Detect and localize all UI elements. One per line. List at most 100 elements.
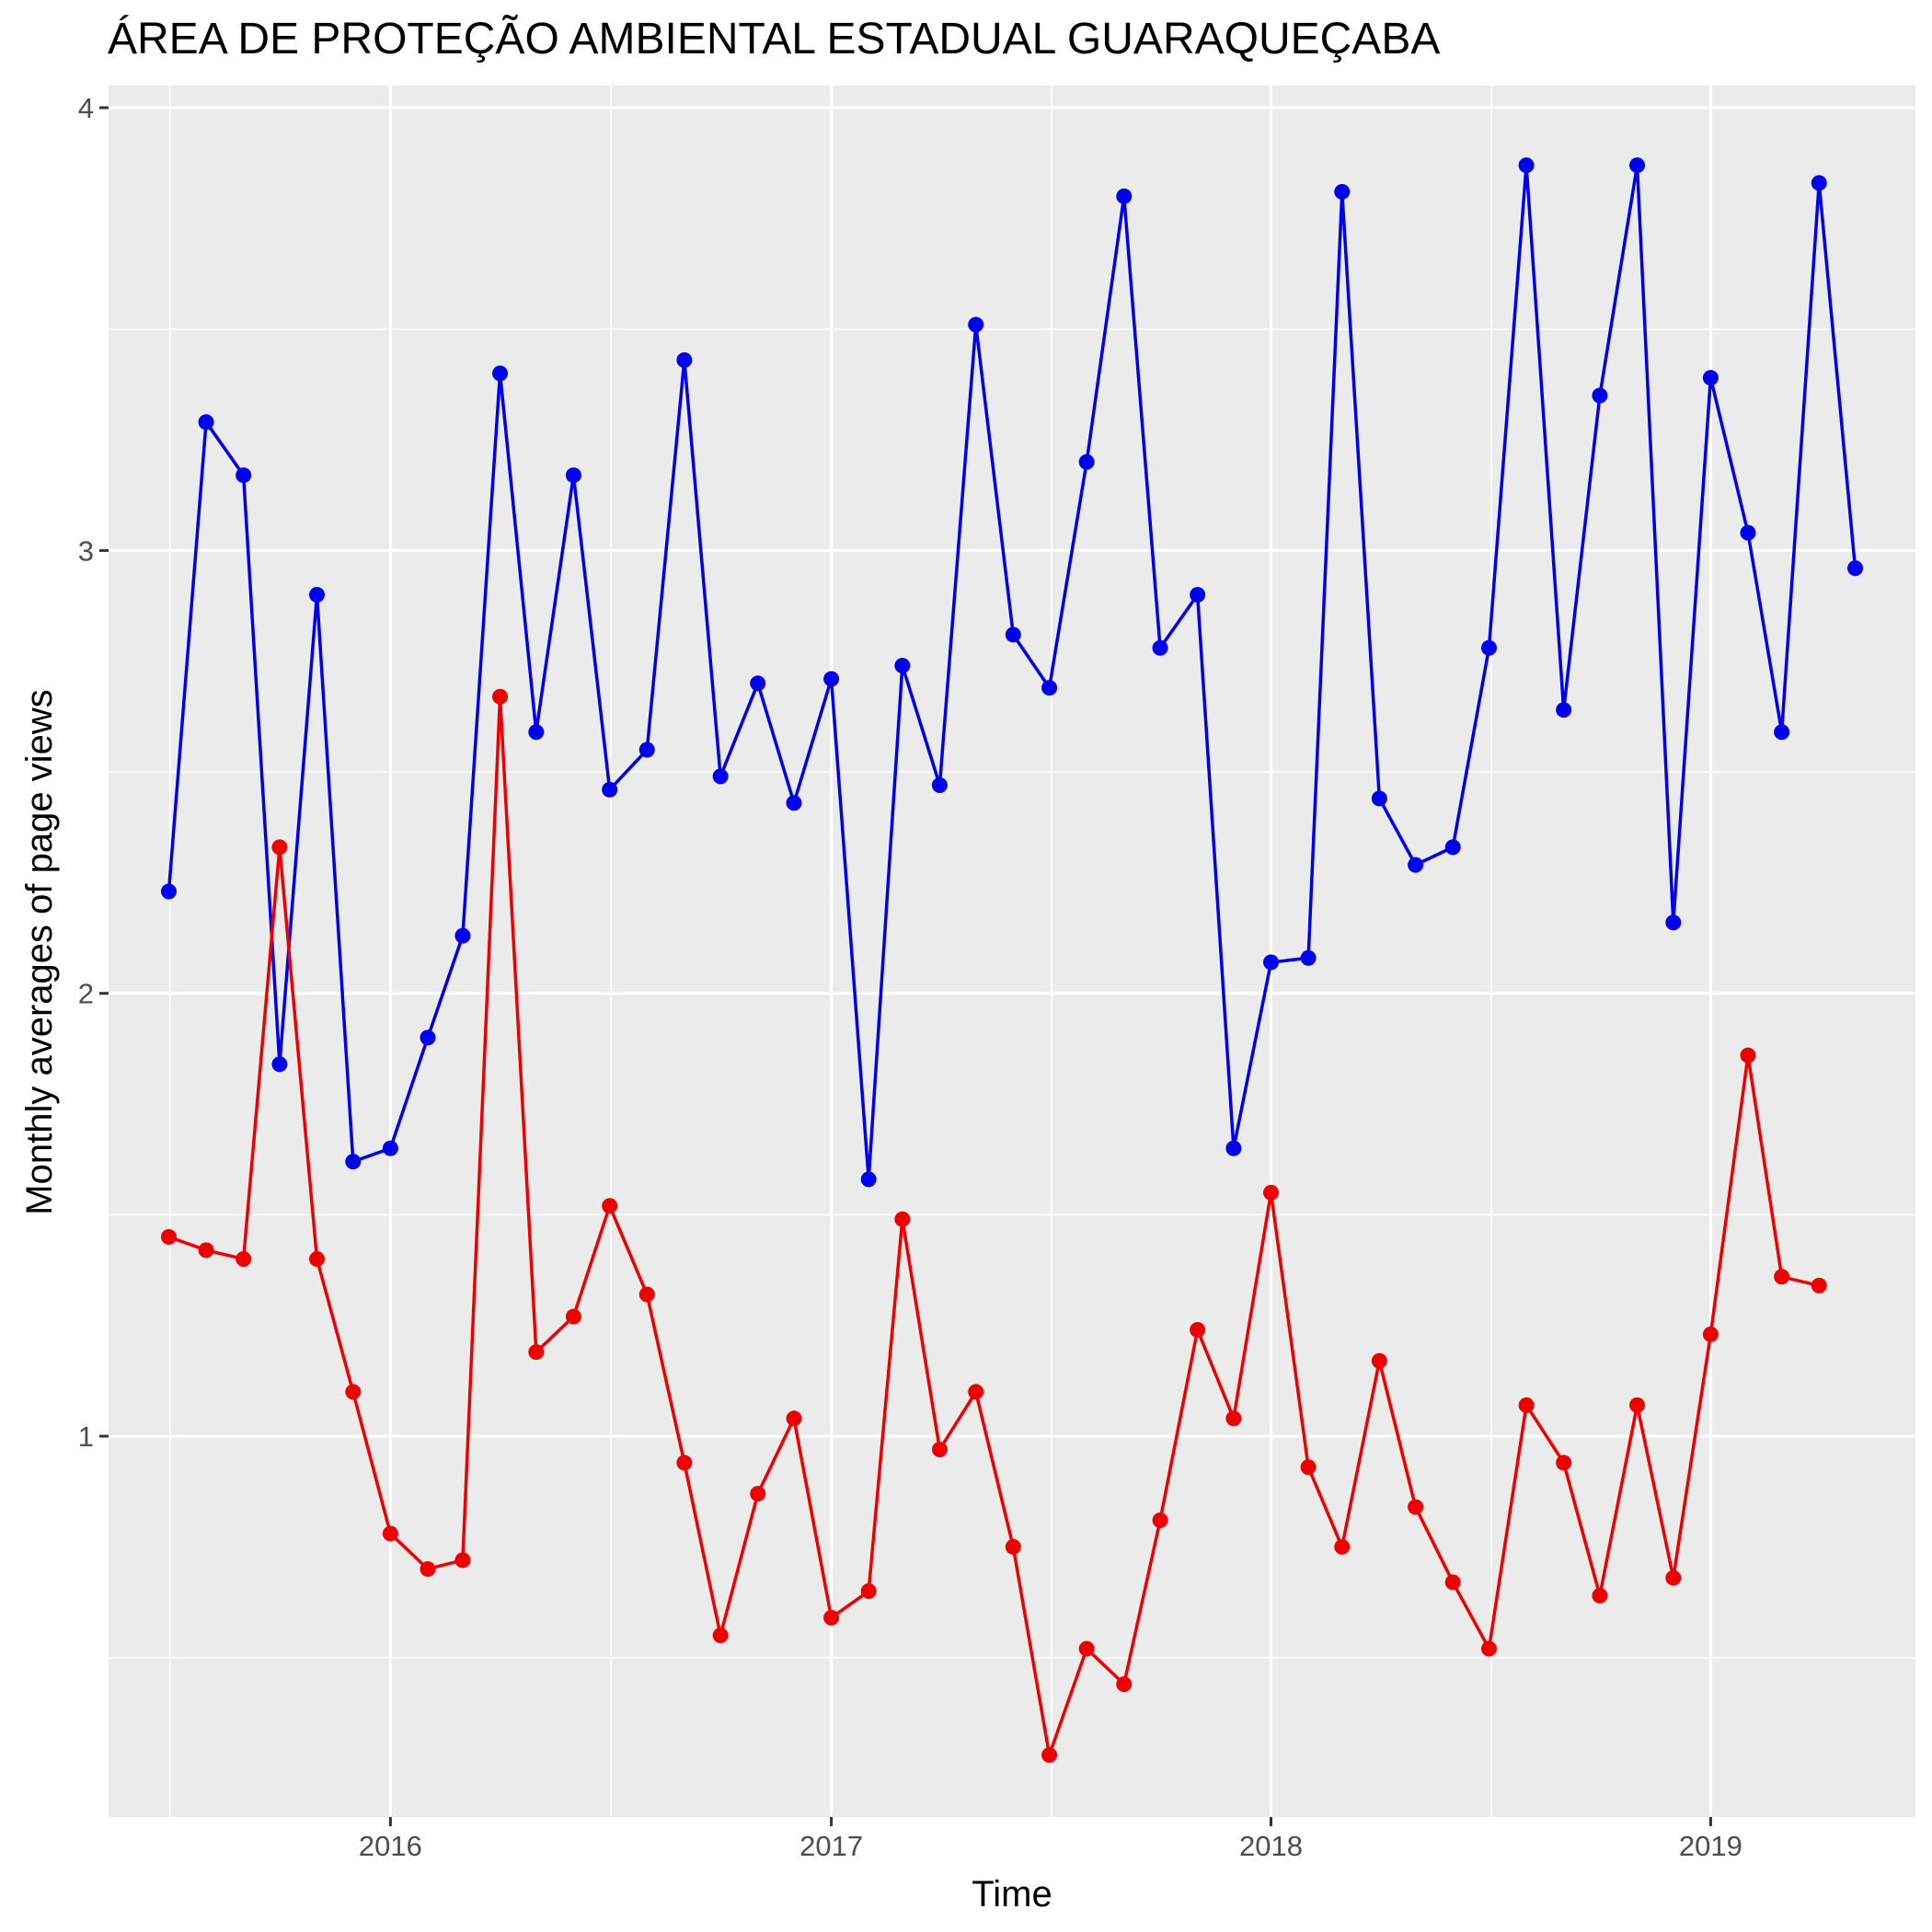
series-2-point [712,1627,729,1644]
x-tick-label: 2019 [1679,1830,1742,1862]
series-2-point [602,1198,618,1214]
series-2-point [1702,1326,1719,1342]
series-1-point [565,467,581,484]
series-2-point [1300,1459,1317,1476]
series-2-point [454,1552,471,1569]
series-2-point [1665,1570,1682,1586]
series-1-point [236,467,252,484]
series-2-point [860,1583,877,1600]
series-1-point [1078,454,1095,470]
series-2-point [750,1486,766,1502]
series-1-point [420,1029,436,1046]
series-1-point [676,351,693,368]
series-1-point [1005,627,1021,643]
x-axis: 2016 2017 2018 2019 [359,1817,1742,1862]
series-2-point [382,1525,398,1542]
series-2-point [1480,1640,1497,1657]
series-1-point [1300,949,1317,966]
series-1-point [1041,680,1058,696]
series-1-point [1116,188,1133,204]
series-1-point [309,587,326,604]
series-2-point [1078,1640,1095,1657]
series-1 [160,157,1864,1188]
series-2-point [1774,1269,1790,1285]
series-2-point [1629,1397,1646,1413]
series-2-point [1408,1499,1424,1515]
series-2-point [1116,1676,1133,1693]
series-1-point [1556,702,1572,719]
series-2-point [894,1211,911,1227]
series-1-point [894,658,911,674]
series-2-point [1225,1410,1242,1427]
series-2-point [1263,1184,1280,1201]
series-2-point [420,1560,436,1577]
series-1-point [1702,370,1719,386]
series-2-point [786,1410,802,1427]
series-1-point [1847,560,1864,577]
x-tick-label: 2018 [1239,1830,1303,1862]
series-1-point [638,742,655,758]
series-1-point [382,1140,398,1156]
series-2-line [167,695,1820,1757]
series-2-point [1334,1538,1351,1555]
series-2-point [1518,1397,1535,1413]
series-1-point [1665,914,1682,931]
series-1-point [968,316,984,333]
series-1-point [1740,524,1756,541]
series-1-point [712,768,729,785]
series-1-point [1480,639,1497,656]
series-1-point [860,1171,877,1188]
y-axis-title: Monthly averages of page views [19,689,60,1214]
y-axis: 1 2 3 4 [78,92,109,1453]
y-tick-label: 1 [78,1420,94,1453]
chart-title: ÁREA DE PROTEÇÃO AMBIENTAL ESTADUAL GUAR… [108,14,1440,63]
series-1-point [1371,790,1387,807]
series-1-point [1408,857,1424,873]
x-tick-label: 2017 [799,1830,863,1862]
series-2-point [1444,1574,1461,1591]
series-2-point [1152,1512,1168,1529]
series-2-point [1190,1322,1206,1339]
series-1-point [1225,1140,1242,1156]
series-1-point [1152,639,1168,656]
series-2-point [160,1228,177,1245]
series-2-point [492,688,509,705]
series-2-point [1371,1352,1387,1369]
series-1-point [1811,175,1827,191]
x-tick-label: 2016 [359,1830,422,1862]
series-layer [160,157,1864,1764]
series-2-point [236,1251,252,1268]
series-2-point [968,1384,984,1400]
series-2-point [565,1308,581,1325]
series-1-point [1190,587,1206,604]
y-tick-label: 2 [78,978,94,1010]
series-1-point [786,795,802,811]
series-2 [160,688,1827,1764]
series-1-point [1263,954,1280,971]
series-2-point [1556,1455,1572,1471]
y-tick-label: 4 [78,92,94,124]
series-1-point [1444,839,1461,856]
series-1-point [454,927,471,944]
series-2-point [309,1251,326,1268]
series-1-point [528,724,545,741]
series-1-point [823,671,840,687]
series-1-point [1774,724,1790,741]
series-2-point [638,1286,655,1303]
y-tick-label: 3 [78,535,94,567]
series-2-point [345,1384,362,1400]
series-2-point [1592,1587,1608,1604]
series-1-point [750,675,766,692]
x-axis-title: Time [972,1874,1052,1915]
series-1-point [160,883,177,900]
series-2-point [676,1455,693,1471]
series-2-point [931,1441,948,1457]
series-1-point [1334,184,1351,201]
series-2-point [823,1609,840,1626]
series-1-point [345,1154,362,1170]
series-2-point [271,839,288,856]
series-2-point [528,1344,545,1361]
series-1-point [1629,157,1646,174]
series-1-point [602,781,618,798]
